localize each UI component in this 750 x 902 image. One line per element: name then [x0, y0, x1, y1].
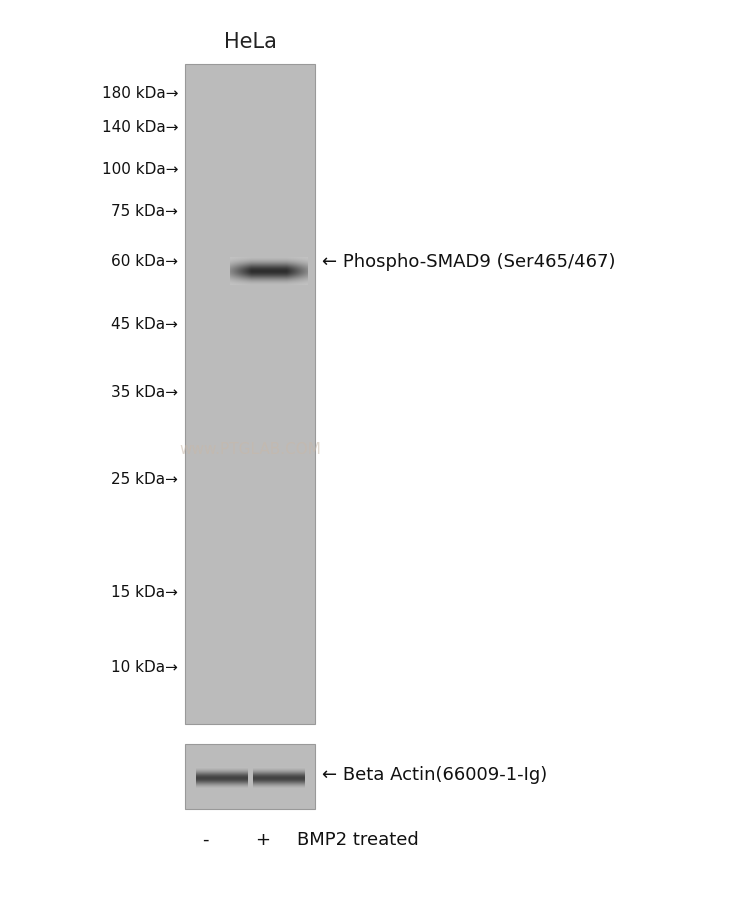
Text: 15 kDa→: 15 kDa→	[111, 584, 178, 600]
Text: 45 kDa→: 45 kDa→	[111, 318, 178, 332]
Text: 140 kDa→: 140 kDa→	[101, 120, 178, 135]
Text: 75 kDa→: 75 kDa→	[111, 204, 178, 219]
Text: +: +	[256, 830, 271, 848]
Text: ← Beta Actin(66009-1-Ig): ← Beta Actin(66009-1-Ig)	[322, 765, 548, 783]
Text: 100 kDa→: 100 kDa→	[101, 162, 178, 178]
Text: 25 kDa→: 25 kDa→	[111, 472, 178, 487]
Text: 180 kDa→: 180 kDa→	[101, 86, 178, 100]
Text: 60 kDa→: 60 kDa→	[111, 254, 178, 269]
Text: 10 kDa→: 10 kDa→	[111, 659, 178, 675]
Text: ← Phospho-SMAD9 (Ser465/467): ← Phospho-SMAD9 (Ser465/467)	[322, 253, 616, 271]
Text: BMP2 treated: BMP2 treated	[297, 830, 418, 848]
Text: www.PTGLAB.COM: www.PTGLAB.COM	[179, 442, 321, 457]
Text: HeLa: HeLa	[224, 32, 277, 52]
FancyBboxPatch shape	[185, 65, 315, 724]
Text: 35 kDa→: 35 kDa→	[111, 385, 178, 400]
Text: -: -	[202, 830, 208, 848]
FancyBboxPatch shape	[185, 744, 315, 809]
